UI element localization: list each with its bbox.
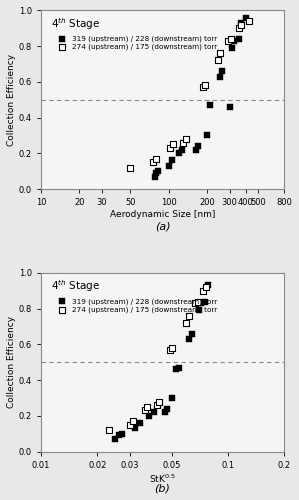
Point [167,346,172,354]
Point [177,364,182,372]
Point [169,394,174,402]
Point [208,101,213,109]
Point [176,150,181,158]
Point [116,432,121,440]
Point [193,146,198,154]
Point [187,312,191,320]
Point [106,426,111,434]
Text: (b): (b) [155,484,170,494]
Point [128,421,132,429]
X-axis label: Aerodynamic Size [nm]: Aerodynamic Size [nm] [110,210,215,219]
Point [202,82,207,90]
Text: (a): (a) [155,221,170,231]
Legend: 319 (upstream) / 228 (downstream) torr, 274 (upstream) / 175 (downstream) torr: 319 (upstream) / 228 (downstream) torr, … [54,298,217,313]
Point [201,83,205,91]
Point [166,162,171,170]
Point [195,142,200,150]
Point [232,37,237,45]
Point [133,424,138,432]
Point [238,19,243,27]
Point [170,156,174,164]
Point [155,167,160,175]
Point [228,35,233,43]
Point [236,24,241,32]
Point [143,406,147,414]
Point [205,282,210,290]
Point [218,50,222,58]
Point [220,67,225,75]
Point [168,144,173,152]
Point [215,56,220,64]
X-axis label: StK$^{0.5}$: StK$^{0.5}$ [149,472,176,485]
Point [230,44,235,52]
Point [183,135,188,143]
Point [130,417,135,425]
Text: 4$^{th}$ Stage: 4$^{th}$ Stage [51,278,100,294]
Point [187,335,191,343]
Point [196,306,201,314]
Point [138,419,143,427]
Point [202,298,207,306]
Point [201,287,206,295]
Point [237,35,241,43]
Point [152,172,157,180]
Point [246,17,251,25]
Point [217,72,222,80]
Point [157,398,162,406]
Point [226,37,231,45]
Point [181,138,186,146]
Point [164,404,169,412]
Point [151,408,156,416]
Point [184,319,189,327]
Point [205,132,210,140]
Point [244,14,249,22]
Point [199,300,204,308]
Point [119,430,124,438]
Point [174,366,179,374]
Point [179,146,184,154]
Point [128,164,133,172]
Point [227,103,232,111]
Legend: 319 (upstream) / 228 (downstream) torr, 274 (upstream) / 175 (downstream) torr: 319 (upstream) / 228 (downstream) torr, … [54,36,217,51]
Point [189,330,194,338]
Text: 4$^{th}$ Stage: 4$^{th}$ Stage [51,16,100,32]
Point [171,140,176,148]
Point [145,403,150,411]
Point [155,401,160,409]
Point [195,298,200,306]
Point [193,300,198,308]
Point [162,408,167,416]
Y-axis label: Collection Efficiency: Collection Efficiency [7,54,16,146]
Point [203,283,208,291]
Point [238,20,243,28]
Point [154,169,159,177]
Y-axis label: Collection Efficiency: Collection Efficiency [7,316,16,408]
Point [169,344,174,352]
Point [150,158,155,166]
Point [154,154,159,162]
Point [147,412,152,420]
Point [113,435,118,443]
